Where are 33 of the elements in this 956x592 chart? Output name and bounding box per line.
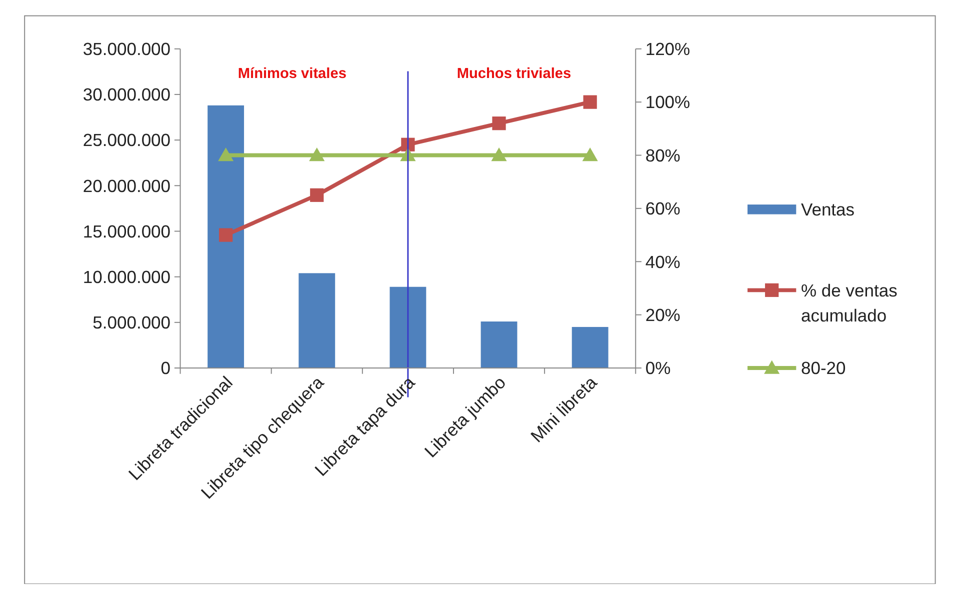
bar	[208, 105, 244, 368]
y-tick-label: 25.000.000	[82, 130, 171, 150]
annotation: Mínimos vitales	[238, 66, 346, 82]
y2-tick-label: 80%	[645, 145, 680, 166]
y-tick-label: 15.000.000	[82, 221, 171, 242]
y-tick-label: 5.000.000	[92, 312, 171, 333]
y2-tick-label: 0%	[645, 358, 671, 378]
legend-label: 80-20	[801, 358, 846, 378]
annotation: Muchos triviales	[456, 66, 572, 82]
y2-tick-label: 60%	[645, 198, 680, 219]
y-tick-label: 10.000.000	[82, 266, 171, 287]
y-tick-label: 0	[160, 358, 171, 378]
point	[309, 147, 325, 162]
point	[583, 95, 597, 109]
point	[310, 188, 324, 202]
point	[492, 116, 506, 130]
bar	[390, 286, 426, 368]
point	[218, 147, 234, 162]
bar	[572, 326, 608, 368]
point	[218, 228, 233, 242]
y-tick-label: 35.000.000	[82, 38, 171, 59]
point	[491, 147, 507, 162]
y2-tick-label: 100%	[645, 92, 690, 112]
point	[582, 147, 598, 162]
bar	[480, 322, 518, 368]
bar	[298, 273, 336, 368]
legend-label: % de ventas acumulado	[801, 280, 898, 326]
y2-tick-label: 40%	[645, 252, 680, 272]
y2-tick-label: 20%	[645, 304, 680, 325]
y-tick-label: 30.000.000	[82, 84, 171, 105]
y-tick-label: 20.000.000	[82, 176, 171, 196]
legend-label: Ventas	[801, 200, 855, 220]
y2-tick-label: 120%	[645, 38, 690, 59]
